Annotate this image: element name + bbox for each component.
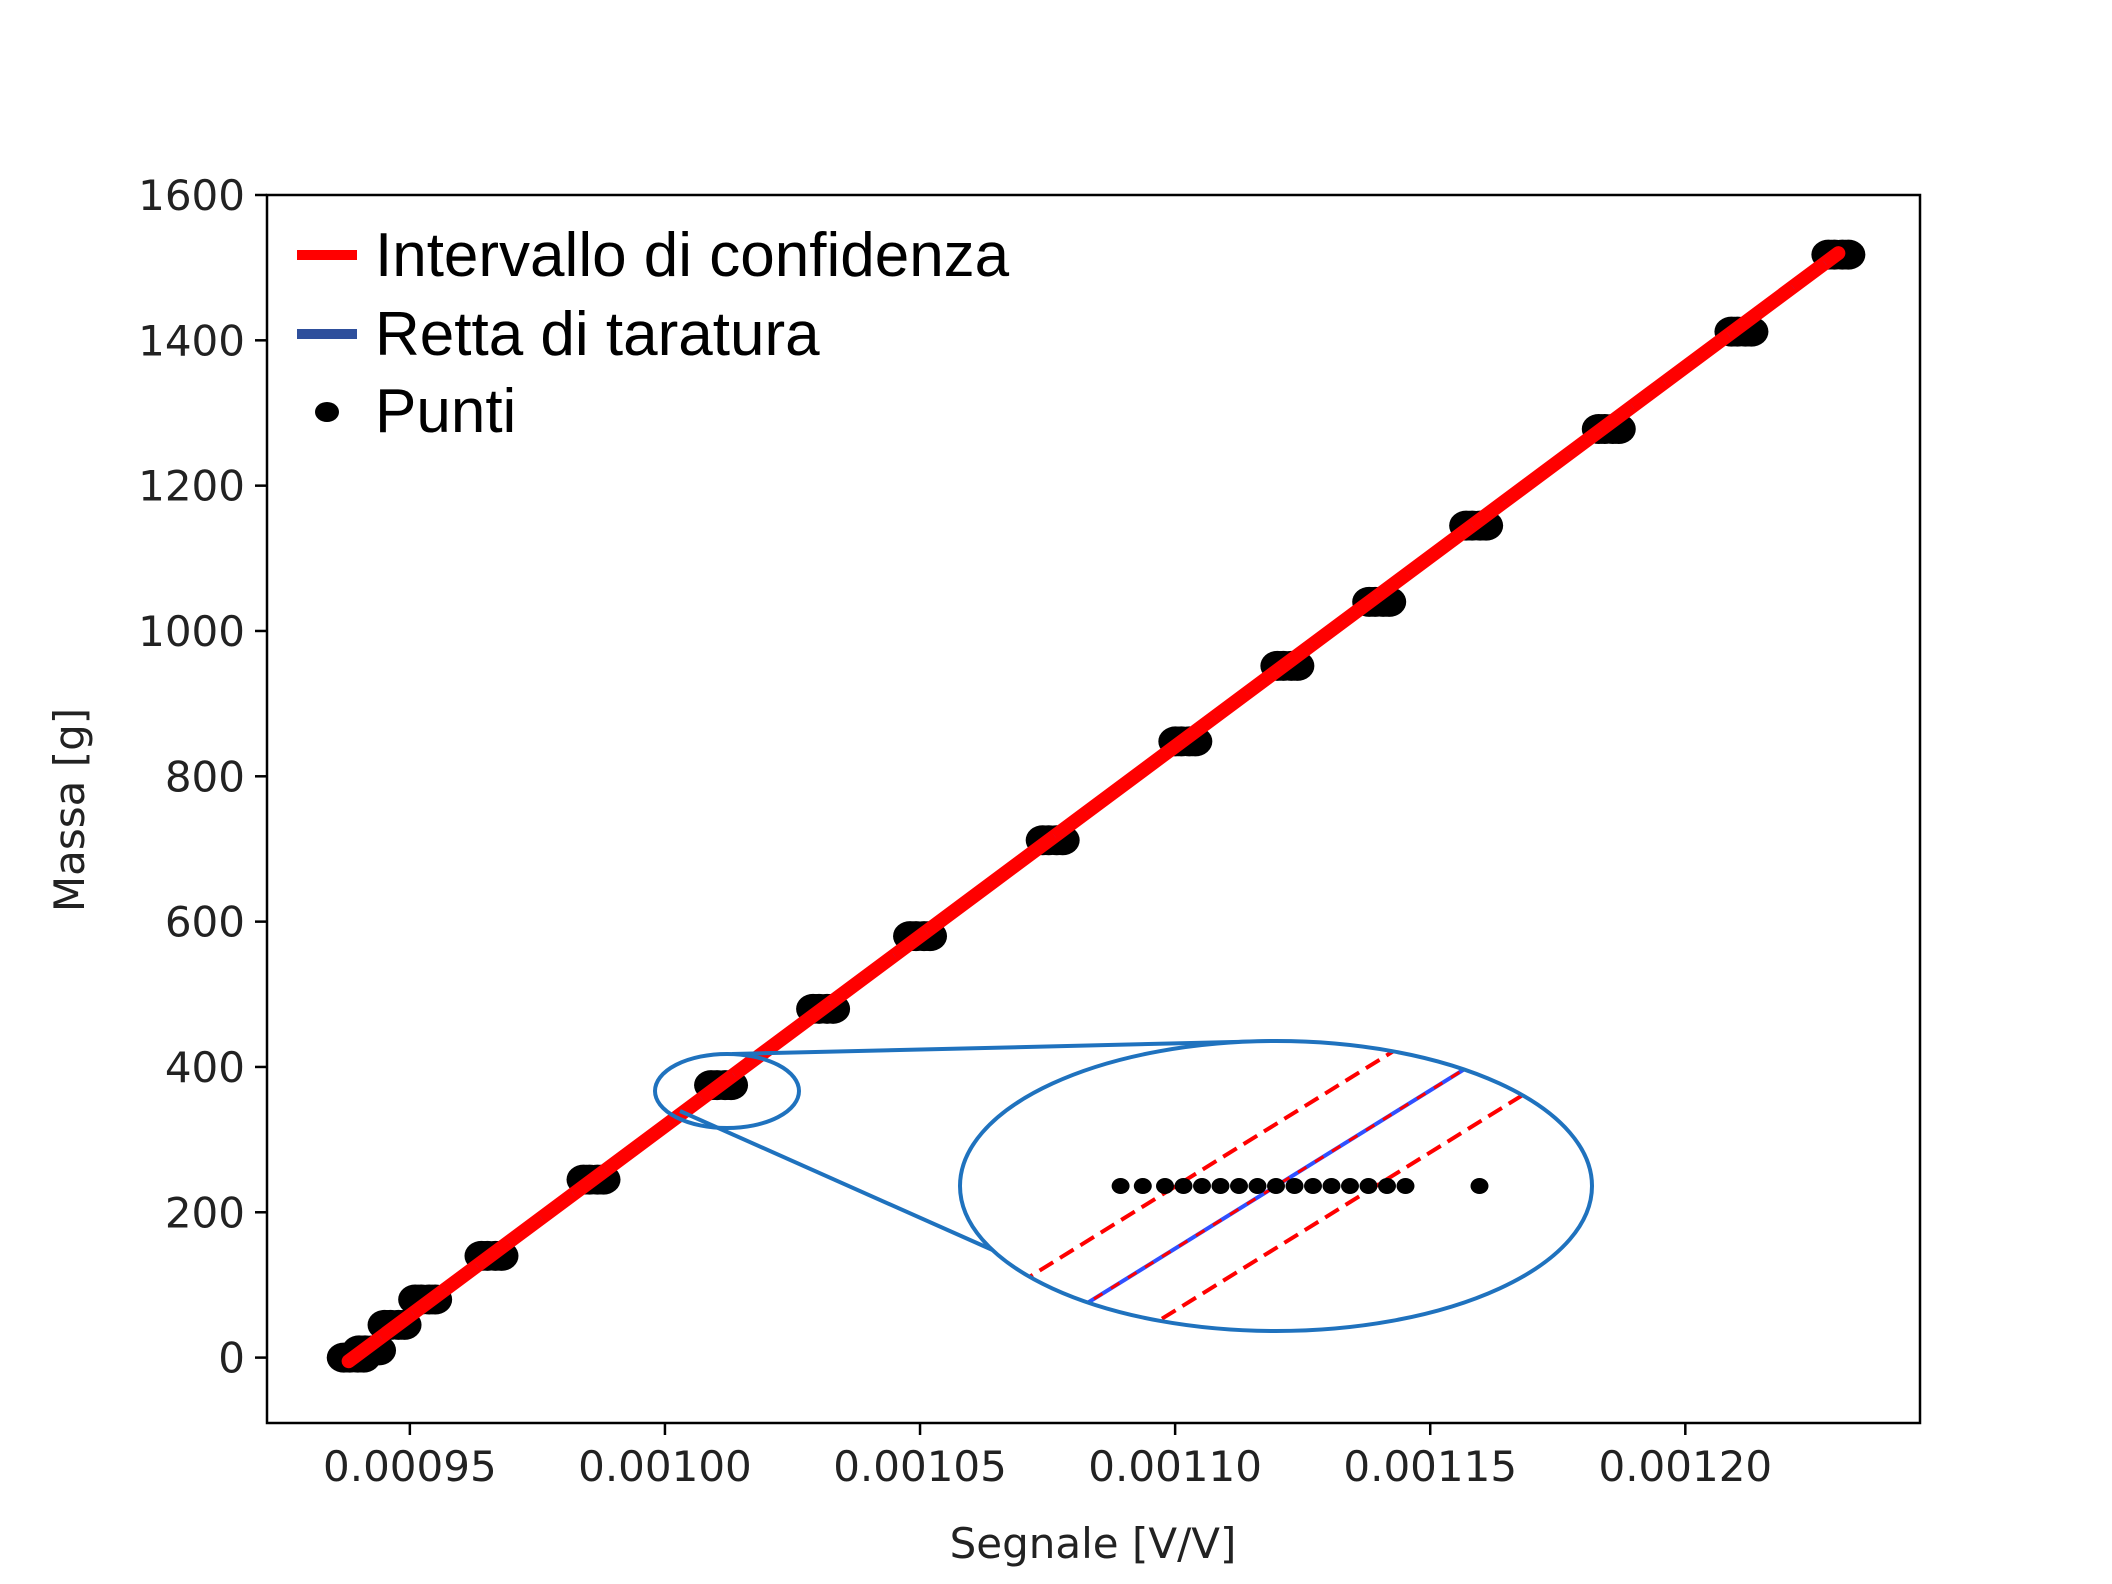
x-tick-label: 0.00120	[1598, 1442, 1772, 1491]
y-tick-label: 1200	[138, 462, 245, 511]
y-tick-label: 1400	[138, 316, 245, 365]
y-tick-label: 200	[165, 1188, 245, 1237]
y-tick-label: 600	[165, 898, 245, 947]
inset-data-point	[1193, 1178, 1211, 1194]
inset-data-point	[1111, 1178, 1130, 1194]
lines-layer	[341, 246, 1846, 1369]
y-axis-label: Massa [g]	[45, 708, 94, 912]
x-tick-label: 0.00110	[1088, 1442, 1262, 1491]
x-tick-label: 0.00100	[578, 1442, 752, 1491]
confidence-interval-dash	[346, 249, 1841, 1365]
y-tick-label: 800	[165, 752, 245, 801]
inset-data-point	[1396, 1178, 1415, 1194]
legend-label-fit: Retta di taratura	[375, 300, 820, 369]
inset-data-point	[1174, 1178, 1193, 1194]
inset-data-point	[1285, 1178, 1304, 1194]
legend-item-confidence: Intervallo di confidenza	[297, 221, 1010, 290]
legend-label-confidence: Intervallo di confidenza	[375, 221, 1010, 290]
inset-data-point	[1230, 1178, 1248, 1194]
legend: Intervallo di confidenza Retta di taratu…	[297, 221, 1010, 446]
y-tick-label: 400	[165, 1043, 245, 1092]
x-tick-label: 0.00095	[323, 1442, 497, 1491]
y-tick-label: 1600	[138, 171, 245, 220]
inset-confidence-upper	[960, 1041, 1592, 1331]
x-tick-label: 0.00115	[1343, 1442, 1517, 1491]
y-tick-label: 0	[218, 1334, 245, 1383]
inset-data-point	[1470, 1178, 1489, 1194]
inset-data-point	[1267, 1178, 1285, 1194]
plot-content	[326, 239, 1866, 1373]
zoom-source-ellipse	[653, 1052, 801, 1130]
inset-data-point	[1378, 1178, 1396, 1194]
inset-data-point	[1322, 1178, 1341, 1194]
x-axis-label: Segnale [V/V]	[950, 1519, 1237, 1568]
inset-data-point	[1156, 1178, 1174, 1194]
inset-data-point	[1304, 1178, 1322, 1194]
legend-swatch-points	[315, 402, 339, 422]
inset-data-point	[1211, 1178, 1230, 1194]
legend-item-points: Punti	[315, 377, 516, 446]
x-axis: 0.00095 0.00100 0.00105 0.00110 0.00115 0.001…	[323, 1423, 1772, 1491]
legend-label-points: Punti	[375, 377, 516, 446]
y-tick-label: 1000	[138, 607, 245, 656]
zoom-connector-top	[731, 1039, 1277, 1056]
y-axis: 0 200 400 600 800 1000 1200 1400 1600	[138, 171, 267, 1383]
inset-data-point	[1359, 1178, 1378, 1194]
inset-data-point	[1133, 1178, 1152, 1194]
zoom-callout	[653, 1039, 1594, 1333]
zoom-inset-ellipse	[958, 1039, 1594, 1333]
x-tick-label: 0.00105	[833, 1442, 1007, 1491]
inset-data-point	[1341, 1178, 1359, 1194]
inset-data-point	[1248, 1178, 1267, 1194]
legend-item-fit: Retta di taratura	[297, 300, 820, 369]
